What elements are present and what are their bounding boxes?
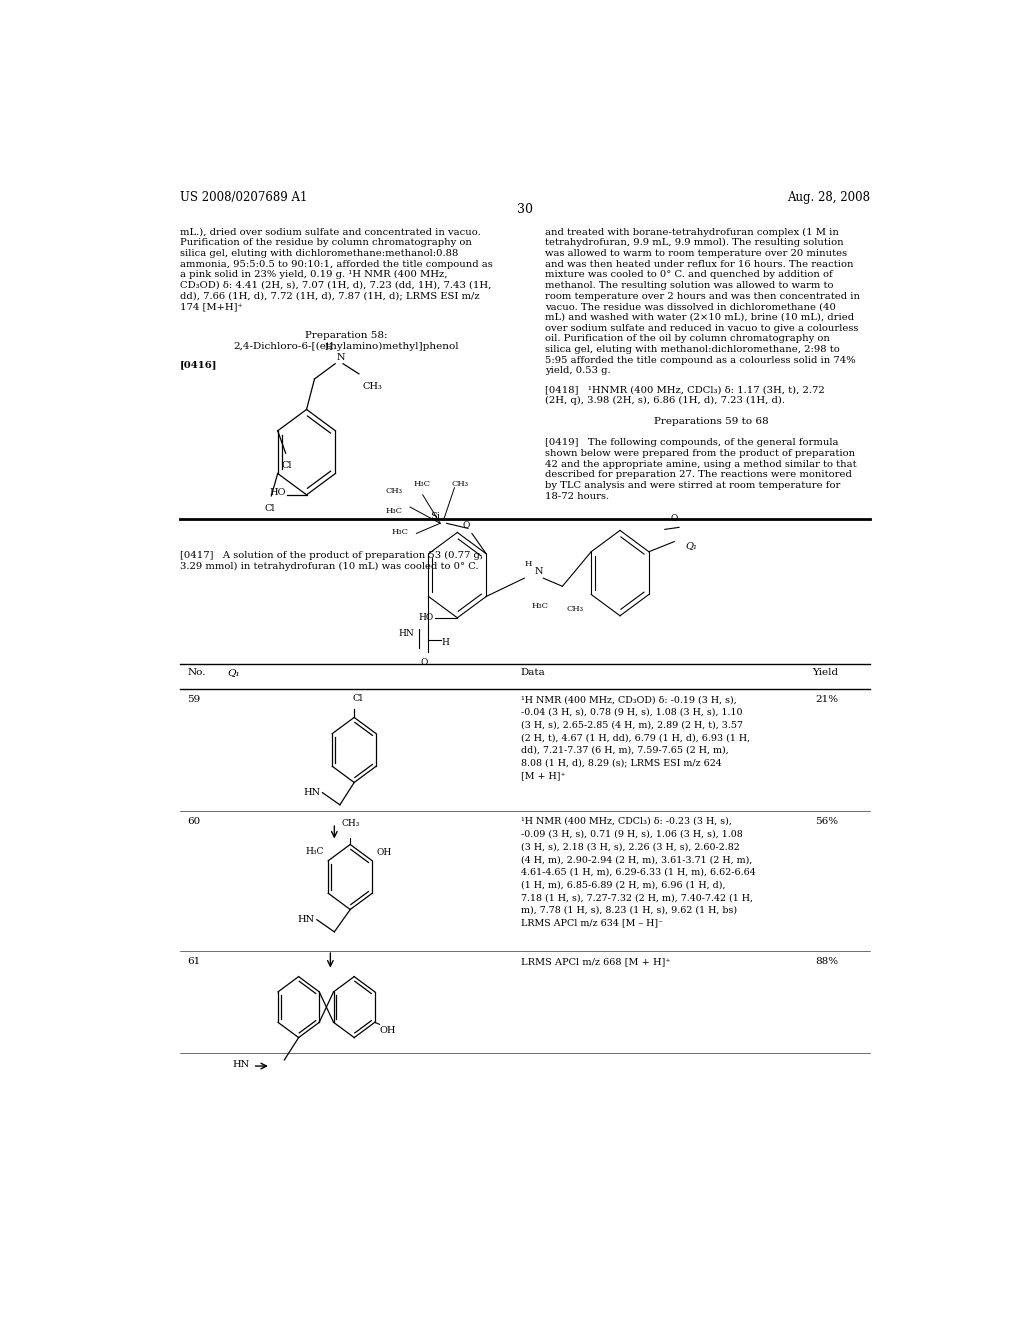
Text: 18-72 hours.: 18-72 hours.	[545, 492, 608, 500]
Text: (2 H, t), 4.67 (1 H, dd), 6.79 (1 H, d), 6.93 (1 H,: (2 H, t), 4.67 (1 H, dd), 6.79 (1 H, d),…	[521, 733, 750, 742]
Text: HN: HN	[297, 915, 314, 924]
Text: [0416]: [0416]	[179, 360, 217, 370]
Text: OH: OH	[376, 847, 391, 857]
Text: CD₃OD) δ: 4.41 (2H, s), 7.07 (1H, d), 7.23 (dd, 1H), 7.43 (1H,: CD₃OD) δ: 4.41 (2H, s), 7.07 (1H, d), 7.…	[179, 281, 490, 290]
Text: oil. Purification of the oil by column chromatography on: oil. Purification of the oil by column c…	[545, 334, 829, 343]
Text: H₃C: H₃C	[414, 479, 431, 487]
Text: H: H	[325, 342, 333, 351]
Text: -0.04 (3 H, s), 0.78 (9 H, s), 1.08 (3 H, s), 1.10: -0.04 (3 H, s), 0.78 (9 H, s), 1.08 (3 H…	[521, 708, 742, 717]
Text: 88%: 88%	[815, 957, 839, 966]
Text: 56%: 56%	[815, 817, 839, 826]
Text: (2H, q), 3.98 (2H, s), 6.86 (1H, d), 7.23 (1H, d).: (2H, q), 3.98 (2H, s), 6.86 (1H, d), 7.2…	[545, 396, 784, 405]
Text: Cl: Cl	[282, 461, 293, 470]
Text: yield, 0.53 g.: yield, 0.53 g.	[545, 366, 610, 375]
Text: 7.18 (1 H, s), 7.27-7.32 (2 H, m), 7.40-7.42 (1 H,: 7.18 (1 H, s), 7.27-7.32 (2 H, m), 7.40-…	[521, 894, 753, 903]
Text: O: O	[421, 659, 428, 668]
Text: dd), 7.66 (1H, d), 7.72 (1H, d), 7.87 (1H, d); LRMS ESI m/z: dd), 7.66 (1H, d), 7.72 (1H, d), 7.87 (1…	[179, 292, 479, 301]
Text: 30: 30	[517, 203, 532, 216]
Text: -0.09 (3 H, s), 0.71 (9 H, s), 1.06 (3 H, s), 1.08: -0.09 (3 H, s), 0.71 (9 H, s), 1.06 (3 H…	[521, 830, 742, 838]
Text: [0417]   A solution of the product of preparation 53 (0.77 g,: [0417] A solution of the product of prep…	[179, 550, 482, 560]
Text: [0419]   The following compounds, of the general formula: [0419] The following compounds, of the g…	[545, 438, 838, 447]
Text: 3.29 mmol) in tetrahydrofuran (10 mL) was cooled to 0° C.: 3.29 mmol) in tetrahydrofuran (10 mL) wa…	[179, 561, 478, 570]
Text: CH₃: CH₃	[341, 820, 359, 828]
Text: (1 H, m), 6.85-6.89 (2 H, m), 6.96 (1 H, d),: (1 H, m), 6.85-6.89 (2 H, m), 6.96 (1 H,…	[521, 880, 725, 890]
Text: H: H	[441, 638, 450, 647]
Text: vacuo. The residue was dissolved in dichloromethane (40: vacuo. The residue was dissolved in dich…	[545, 302, 836, 312]
Text: OH: OH	[380, 1027, 396, 1035]
Text: 174 [M+H]⁺: 174 [M+H]⁺	[179, 302, 243, 312]
Text: 21%: 21%	[815, 696, 839, 704]
Text: LRMS APCl m/z 668 [M + H]⁺: LRMS APCl m/z 668 [M + H]⁺	[521, 957, 671, 966]
Text: 60: 60	[187, 817, 201, 826]
Text: CH₃: CH₃	[385, 487, 402, 495]
Text: LRMS APCl m/z 634 [M – H]⁻: LRMS APCl m/z 634 [M – H]⁻	[521, 919, 663, 928]
Text: methanol. The resulting solution was allowed to warm to: methanol. The resulting solution was all…	[545, 281, 834, 290]
Text: H₃C: H₃C	[306, 846, 325, 855]
Text: mL.), dried over sodium sulfate and concentrated in vacuo.: mL.), dried over sodium sulfate and conc…	[179, 227, 480, 236]
Text: 2,4-Dichloro-6-[(ethylamino)methyl]phenol: 2,4-Dichloro-6-[(ethylamino)methyl]pheno…	[233, 342, 459, 351]
Text: HN: HN	[303, 788, 321, 797]
Text: Purification of the residue by column chromatography on: Purification of the residue by column ch…	[179, 238, 471, 247]
Text: and was then heated under reflux for 16 hours. The reaction: and was then heated under reflux for 16 …	[545, 260, 853, 268]
Text: Q₁: Q₁	[227, 668, 240, 677]
Text: HO: HO	[269, 488, 286, 498]
Text: ¹H NMR (400 MHz, CD₃OD) δ: -0.19 (3 H, s),: ¹H NMR (400 MHz, CD₃OD) δ: -0.19 (3 H, s…	[521, 696, 736, 704]
Text: Cl: Cl	[264, 504, 275, 513]
Text: H: H	[524, 560, 531, 568]
Text: CH₃: CH₃	[566, 605, 584, 612]
Text: silica gel, eluting with dichloromethane:methanol:0.88: silica gel, eluting with dichloromethane…	[179, 249, 458, 257]
Text: N: N	[337, 352, 345, 362]
Text: 42 and the appropriate amine, using a method similar to that: 42 and the appropriate amine, using a me…	[545, 459, 856, 469]
Text: (4 H, m), 2.90-2.94 (2 H, m), 3.61-3.71 (2 H, m),: (4 H, m), 2.90-2.94 (2 H, m), 3.61-3.71 …	[521, 855, 753, 865]
Text: N: N	[535, 568, 543, 576]
Text: CH₃: CH₃	[362, 381, 382, 391]
Text: Q₁: Q₁	[685, 541, 697, 550]
Text: US 2008/0207689 A1: US 2008/0207689 A1	[179, 191, 307, 203]
Text: mixture was cooled to 0° C. and quenched by addition of: mixture was cooled to 0° C. and quenched…	[545, 271, 833, 280]
Text: m), 7.78 (1 H, s), 8.23 (1 H, s), 9.62 (1 H, bs): m), 7.78 (1 H, s), 8.23 (1 H, s), 9.62 (…	[521, 906, 737, 915]
Text: by TLC analysis and were stirred at room temperature for: by TLC analysis and were stirred at room…	[545, 480, 840, 490]
Text: Data: Data	[521, 668, 546, 677]
Text: was allowed to warm to room temperature over 20 minutes: was allowed to warm to room temperature …	[545, 249, 847, 257]
Text: Preparation 58:: Preparation 58:	[305, 331, 387, 341]
Text: H₃C: H₃C	[385, 507, 402, 515]
Text: CH₃: CH₃	[452, 479, 469, 487]
Text: (3 H, s), 2.18 (3 H, s), 2.26 (3 H, s), 2.60-2.82: (3 H, s), 2.18 (3 H, s), 2.26 (3 H, s), …	[521, 842, 739, 851]
Text: H₃C: H₃C	[391, 528, 409, 536]
Text: Cl: Cl	[353, 694, 364, 704]
Text: Si: Si	[430, 512, 440, 521]
Text: (3 H, s), 2.65-2.85 (4 H, m), 2.89 (2 H, t), 3.57: (3 H, s), 2.65-2.85 (4 H, m), 2.89 (2 H,…	[521, 721, 742, 730]
Text: HN: HN	[232, 1060, 250, 1068]
Text: [0418]   ¹HNMR (400 MHz, CDCl₃) δ: 1.17 (3H, t), 2.72: [0418] ¹HNMR (400 MHz, CDCl₃) δ: 1.17 (3…	[545, 385, 824, 395]
Text: 59: 59	[187, 696, 201, 704]
Text: mL) and washed with water (2×10 mL), brine (10 mL), dried: mL) and washed with water (2×10 mL), bri…	[545, 313, 854, 322]
Text: O: O	[671, 515, 678, 523]
Text: 5:95 afforded the title compound as a colourless solid in 74%: 5:95 afforded the title compound as a co…	[545, 355, 855, 364]
Text: Yield: Yield	[812, 668, 839, 677]
Text: Preparations 59 to 68: Preparations 59 to 68	[654, 417, 769, 426]
Text: dd), 7.21-7.37 (6 H, m), 7.59-7.65 (2 H, m),: dd), 7.21-7.37 (6 H, m), 7.59-7.65 (2 H,…	[521, 746, 729, 755]
Text: room temperature over 2 hours and was then concentrated in: room temperature over 2 hours and was th…	[545, 292, 859, 301]
Text: over sodium sulfate and reduced in vacuo to give a colourless: over sodium sulfate and reduced in vacuo…	[545, 323, 858, 333]
Text: O: O	[462, 521, 470, 531]
Text: a pink solid in 23% yield, 0.19 g. ¹H NMR (400 MHz,: a pink solid in 23% yield, 0.19 g. ¹H NM…	[179, 271, 447, 280]
Text: No.: No.	[187, 668, 206, 677]
Text: Aug. 28, 2008: Aug. 28, 2008	[787, 191, 870, 203]
Text: ¹H NMR (400 MHz, CDCl₃) δ: -0.23 (3 H, s),: ¹H NMR (400 MHz, CDCl₃) δ: -0.23 (3 H, s…	[521, 817, 732, 826]
Text: silica gel, eluting with methanol:dichloromethane, 2:98 to: silica gel, eluting with methanol:dichlo…	[545, 345, 840, 354]
Text: HN: HN	[398, 630, 414, 638]
Text: 61: 61	[187, 957, 201, 966]
Text: described for preparation 27. The reactions were monitored: described for preparation 27. The reacti…	[545, 470, 852, 479]
Text: 4.61-4.65 (1 H, m), 6.29-6.33 (1 H, m), 6.62-6.64: 4.61-4.65 (1 H, m), 6.29-6.33 (1 H, m), …	[521, 867, 756, 876]
Text: HO: HO	[418, 614, 433, 622]
Text: and treated with borane-tetrahydrofuran complex (1 M in: and treated with borane-tetrahydrofuran …	[545, 227, 839, 236]
Text: ammonia, 95:5:0.5 to 90:10:1, afforded the title compound as: ammonia, 95:5:0.5 to 90:10:1, afforded t…	[179, 260, 493, 268]
Text: shown below were prepared from the product of preparation: shown below were prepared from the produ…	[545, 449, 855, 458]
Text: [M + H]⁺: [M + H]⁺	[521, 771, 565, 780]
Text: 8.08 (1 H, d), 8.29 (s); LRMS ESI m/z 624: 8.08 (1 H, d), 8.29 (s); LRMS ESI m/z 62…	[521, 759, 722, 768]
Text: tetrahydrofuran, 9.9 mL, 9.9 mmol). The resulting solution: tetrahydrofuran, 9.9 mL, 9.9 mmol). The …	[545, 238, 844, 247]
Text: H₃C: H₃C	[531, 602, 548, 610]
